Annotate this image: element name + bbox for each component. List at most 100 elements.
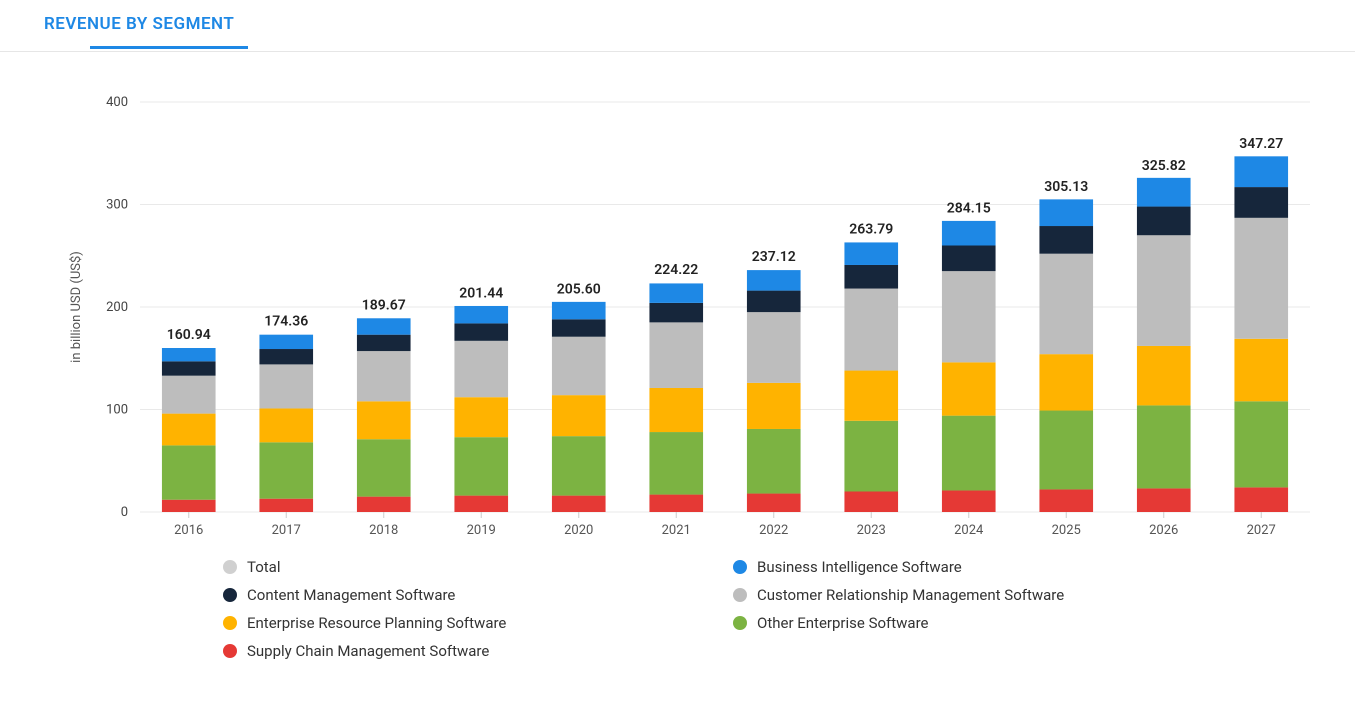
x-tick-label: 2025 — [1052, 523, 1081, 538]
legend-label[interactable]: Total — [247, 558, 281, 576]
bar-segment[interactable] — [1234, 401, 1288, 487]
bar-segment[interactable] — [162, 500, 216, 512]
bar-segment[interactable] — [552, 337, 606, 395]
bar-segment[interactable] — [747, 270, 801, 291]
bar-segment[interactable] — [1039, 489, 1093, 512]
x-tick-label: 2018 — [369, 523, 398, 538]
bar-segment[interactable] — [649, 283, 703, 302]
bar-segment[interactable] — [649, 322, 703, 388]
legend-label[interactable]: Enterprise Resource Planning Software — [247, 614, 506, 632]
bar-segment[interactable] — [162, 361, 216, 375]
bar-segment[interactable] — [844, 371, 898, 421]
bar-segment[interactable] — [942, 416, 996, 491]
bar-segment[interactable] — [1234, 187, 1288, 218]
bar-segment[interactable] — [942, 490, 996, 512]
bar-segment[interactable] — [649, 303, 703, 322]
tab-revenue-by-segment[interactable]: REVENUE BY SEGMENT — [40, 8, 238, 48]
legend-swatch[interactable] — [223, 588, 237, 602]
bar-segment[interactable] — [454, 496, 508, 512]
bar-segment[interactable] — [454, 323, 508, 340]
legend-label[interactable]: Customer Relationship Management Softwar… — [757, 586, 1064, 604]
bar-segment[interactable] — [552, 436, 606, 495]
bar-segment[interactable] — [259, 408, 313, 442]
bar-segment[interactable] — [1137, 488, 1191, 512]
bar-segment[interactable] — [1039, 411, 1093, 490]
bar-segment[interactable] — [942, 246, 996, 272]
legend-swatch[interactable] — [733, 588, 747, 602]
bar-segment[interactable] — [259, 349, 313, 364]
bar-segment[interactable] — [649, 495, 703, 512]
bar-segment[interactable] — [942, 221, 996, 246]
bar-total-label: 160.94 — [167, 327, 211, 343]
legend-label[interactable]: Other Enterprise Software — [757, 614, 929, 632]
legend-swatch[interactable] — [223, 644, 237, 658]
bar-segment[interactable] — [1137, 405, 1191, 488]
legend-label[interactable]: Business Intelligence Software — [757, 558, 962, 576]
bar-segment[interactable] — [357, 318, 411, 334]
legend-label[interactable]: Content Management Software — [247, 586, 455, 604]
legend-swatch[interactable] — [733, 616, 747, 630]
bar-segment[interactable] — [649, 388, 703, 432]
bar-segment[interactable] — [844, 265, 898, 289]
bar-segment[interactable] — [162, 445, 216, 499]
bar-total-label: 284.15 — [947, 201, 991, 217]
bar-segment[interactable] — [1234, 487, 1288, 512]
y-tick-label: 0 — [121, 505, 128, 520]
bar-segment[interactable] — [942, 271, 996, 362]
x-tick-label: 2023 — [857, 523, 886, 538]
bar-segment[interactable] — [747, 291, 801, 313]
bar-segment[interactable] — [357, 401, 411, 439]
bar-segment[interactable] — [552, 395, 606, 436]
x-tick-label: 2024 — [954, 523, 984, 538]
bar-segment[interactable] — [454, 341, 508, 397]
bar-segment[interactable] — [552, 302, 606, 319]
y-tick-label: 300 — [106, 198, 128, 213]
bar-segment[interactable] — [357, 335, 411, 351]
bar-segment[interactable] — [162, 376, 216, 414]
bar-segment[interactable] — [357, 439, 411, 496]
bar-segment[interactable] — [552, 496, 606, 512]
bar-segment[interactable] — [1137, 207, 1191, 236]
x-tick-label: 2019 — [467, 523, 496, 538]
bar-segment[interactable] — [357, 497, 411, 512]
bar-segment[interactable] — [162, 414, 216, 446]
bar-segment[interactable] — [162, 348, 216, 361]
bar-segment[interactable] — [259, 442, 313, 498]
bar-segment[interactable] — [844, 242, 898, 265]
bar-total-label: 305.13 — [1044, 179, 1088, 195]
bar-segment[interactable] — [1039, 354, 1093, 410]
bar-segment[interactable] — [844, 492, 898, 513]
legend-swatch[interactable] — [223, 616, 237, 630]
bar-total-label: 201.44 — [459, 286, 503, 302]
bar-segment[interactable] — [942, 362, 996, 415]
bar-segment[interactable] — [552, 319, 606, 336]
bar-segment[interactable] — [259, 335, 313, 349]
tab-bar: REVENUE BY SEGMENT — [0, 0, 1355, 52]
legend-swatch[interactable] — [223, 560, 237, 574]
bar-segment[interactable] — [1039, 226, 1093, 254]
bar-segment[interactable] — [747, 312, 801, 383]
bar-segment[interactable] — [1039, 199, 1093, 226]
bar-segment[interactable] — [454, 397, 508, 437]
bar-segment[interactable] — [747, 429, 801, 494]
bar-segment[interactable] — [747, 494, 801, 512]
bar-segment[interactable] — [1137, 235, 1191, 346]
bar-total-label: 263.79 — [849, 222, 893, 238]
bar-segment[interactable] — [844, 421, 898, 492]
bar-segment[interactable] — [454, 437, 508, 495]
legend-label[interactable]: Supply Chain Management Software — [247, 642, 489, 660]
bar-segment[interactable] — [1137, 346, 1191, 405]
legend-swatch[interactable] — [733, 560, 747, 574]
bar-segment[interactable] — [1137, 178, 1191, 207]
bar-segment[interactable] — [844, 289, 898, 371]
bar-segment[interactable] — [259, 499, 313, 512]
bar-segment[interactable] — [1234, 339, 1288, 402]
bar-segment[interactable] — [1234, 218, 1288, 339]
bar-segment[interactable] — [1234, 156, 1288, 187]
bar-segment[interactable] — [1039, 254, 1093, 354]
bar-segment[interactable] — [454, 306, 508, 323]
bar-segment[interactable] — [259, 364, 313, 408]
bar-segment[interactable] — [649, 432, 703, 495]
bar-segment[interactable] — [357, 351, 411, 401]
bar-segment[interactable] — [747, 383, 801, 429]
